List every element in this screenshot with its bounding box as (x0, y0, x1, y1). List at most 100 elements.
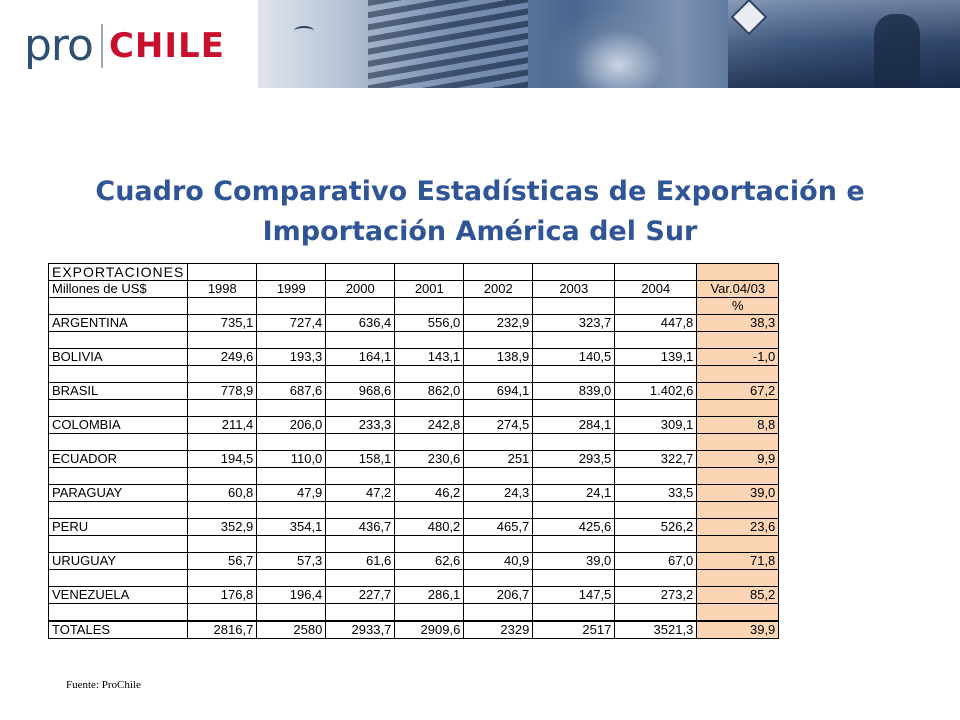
variation-cell: 67,2 (696, 382, 780, 400)
empty-cell (532, 297, 616, 315)
value-cell: 40,9 (463, 552, 534, 570)
country-cell: ARGENTINA (47, 314, 189, 332)
empty-cell (463, 365, 534, 383)
empty-cell (614, 433, 698, 451)
variation-cell: -1,0 (696, 348, 780, 366)
year-header: 2001 (394, 280, 465, 298)
value-cell: 206,0 (256, 416, 327, 434)
table-row: PERU 352,9 354,1 436,7 480,2 465,7 425,6 526,2 2… (47, 518, 780, 536)
empty-cell (256, 399, 327, 417)
value-cell: 193,3 (256, 348, 327, 366)
banner-photo-landscape (548, 10, 688, 88)
empty-cell (614, 263, 698, 281)
empty-cell (394, 331, 465, 349)
page-title: Cuadro Comparativo Estadísticas de Expor… (20, 172, 940, 252)
header-photo-collage (258, 0, 960, 88)
empty-cell (256, 263, 327, 281)
empty-cell (256, 535, 327, 553)
country-cell: COLOMBIA (47, 416, 189, 434)
empty-cell (463, 263, 534, 281)
empty-cell (187, 331, 258, 349)
table-row: VENEZUELA 176,8 196,4 227,7 286,1 206,7 147,5 2… (47, 586, 780, 604)
empty-cell (325, 535, 396, 553)
empty-cell (325, 467, 396, 485)
value-cell: 526,2 (614, 518, 698, 536)
empty-cell (463, 331, 534, 349)
value-cell: 293,5 (532, 450, 616, 468)
empty-cell (614, 569, 698, 587)
empty-cell (463, 399, 534, 417)
empty-cell (696, 467, 780, 485)
empty-cell (532, 603, 616, 622)
title-line-2: Importación América del Sur (262, 216, 698, 247)
country-cell: PERU (47, 518, 189, 536)
table-row: ARGENTINA 735,1 727,4 636,4 556,0 232,9 323,7 4… (47, 314, 780, 332)
value-cell: 164,1 (325, 348, 396, 366)
total-value-cell: 2909,6 (394, 620, 465, 639)
empty-cell (256, 603, 327, 622)
value-cell: 67,0 (614, 552, 698, 570)
empty-cell (187, 263, 258, 281)
empty-cell (325, 433, 396, 451)
total-value-cell: 3521,3 (614, 620, 698, 639)
value-cell: 309,1 (614, 416, 698, 434)
empty-cell (47, 365, 189, 383)
value-cell: 56,7 (187, 552, 258, 570)
empty-cell (325, 263, 396, 281)
empty-cell (256, 365, 327, 383)
value-cell: 138,9 (463, 348, 534, 366)
empty-cell (187, 501, 258, 519)
empty-cell (187, 399, 258, 417)
value-cell: 61,6 (325, 552, 396, 570)
prochile-logo: pro CHILE (24, 18, 225, 74)
value-cell: 1.402,6 (614, 382, 698, 400)
spacer-row (47, 433, 780, 451)
empty-cell (696, 569, 780, 587)
empty-cell (696, 603, 780, 622)
empty-cell (463, 603, 534, 622)
total-variation-cell: 39,9 (696, 620, 780, 639)
banner-photo-containers (368, 0, 528, 88)
table-section-row: EXPORTACIONES (47, 263, 780, 281)
year-header: 2004 (614, 280, 698, 298)
empty-cell (47, 569, 189, 587)
variation-cell: 39,0 (696, 484, 780, 502)
table-row: ECUADOR 194,5 110,0 158,1 230,6 251 293,5 322,7… (47, 450, 780, 468)
table-header-row: Millones de US$ 1998 1999 2000 2001 2002 2003 2… (47, 280, 780, 298)
year-header: 1998 (187, 280, 258, 298)
empty-cell (187, 467, 258, 485)
empty-cell (325, 569, 396, 587)
value-cell: 139,1 (614, 348, 698, 366)
empty-cell (463, 467, 534, 485)
empty-cell (47, 501, 189, 519)
exports-table-container: EXPORTACIONES Millones de US$ 1998 1999 2000… (47, 263, 780, 639)
country-cell: BRASIL (47, 382, 189, 400)
value-cell: 687,6 (256, 382, 327, 400)
empty-cell (325, 501, 396, 519)
empty-cell (47, 603, 189, 622)
country-cell: VENEZUELA (47, 586, 189, 604)
empty-cell (256, 501, 327, 519)
empty-cell (394, 297, 465, 315)
value-cell: 24,1 (532, 484, 616, 502)
table-row: BRASIL 778,9 687,6 968,6 862,0 694,1 839,0 1.40… (47, 382, 780, 400)
spacer-row (47, 331, 780, 349)
logo-chile-text: CHILE (108, 26, 225, 66)
value-cell: 274,5 (463, 416, 534, 434)
value-cell: 323,7 (532, 314, 616, 332)
year-header: 2003 (532, 280, 616, 298)
totals-row: TOTALES 2816,7 2580 2933,7 2909,6 2329 2517 352… (47, 620, 780, 639)
value-cell: 249,6 (187, 348, 258, 366)
section-label: EXPORTACIONES (47, 263, 189, 281)
empty-cell (532, 467, 616, 485)
empty-cell (394, 263, 465, 281)
spacer-row (47, 365, 780, 383)
value-cell: 436,7 (325, 518, 396, 536)
empty-cell (696, 433, 780, 451)
value-cell: 194,5 (187, 450, 258, 468)
empty-cell (696, 399, 780, 417)
value-cell: 968,6 (325, 382, 396, 400)
empty-cell (47, 331, 189, 349)
source-note: Fuente: ProChile (66, 679, 141, 691)
variation-cell: 38,3 (696, 314, 780, 332)
